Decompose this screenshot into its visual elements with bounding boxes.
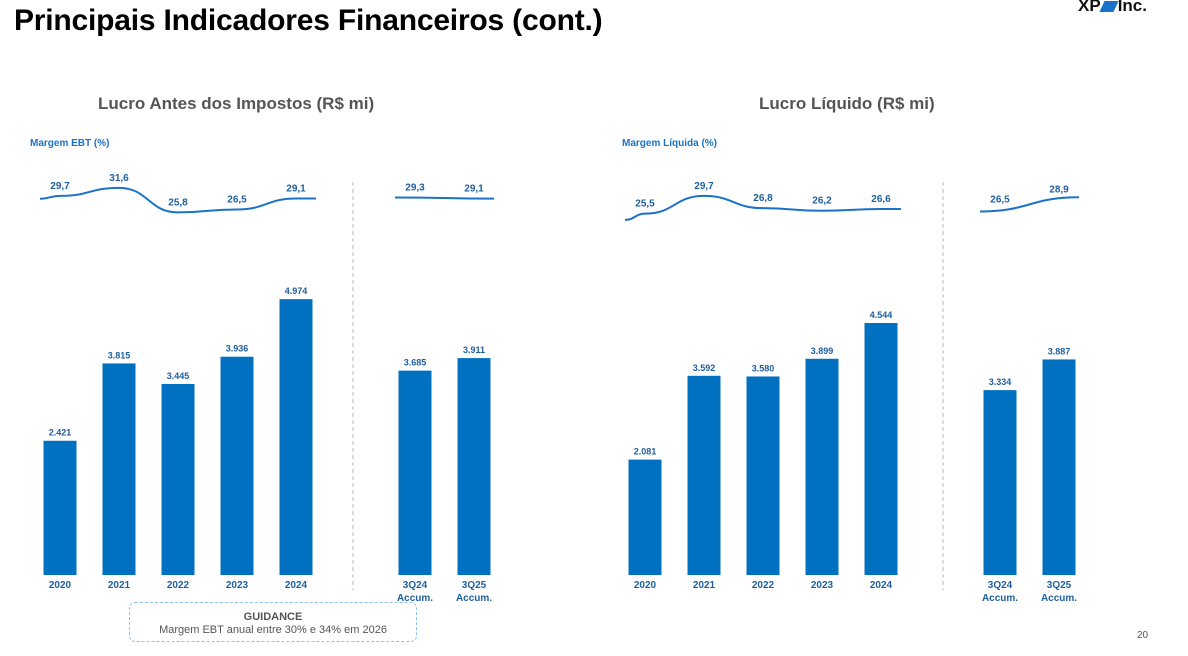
net-value-label-3q24-accum: 3.334 [989,377,1012,387]
net-bar-2024 [864,323,898,575]
ebt-margin-label-2023: 26,5 [227,194,247,205]
ebt-margin-label-3q24-accum: 29,3 [405,183,425,194]
ebt-margin-label-2021: 31,6 [109,173,129,184]
ebt-category-label-2024: 2024 [285,580,308,591]
net-category-label-2024: 2024 [870,580,893,591]
guidance-heading: GUIDANCE [243,611,303,623]
guidance-text: Margem EBT anual entre 30% e 34% em 2026 [159,624,387,636]
ebt-value-label-2020: 2.421 [49,428,72,438]
ebt-margin-label-2022: 25,8 [168,197,188,208]
ebt-value-label-3q25-accum: 3.911 [463,345,485,355]
net-category-label-2021: 2021 [693,580,716,591]
ebt-margin-line-accum [394,196,495,200]
ebt-margin-label-2024: 29,1 [286,183,306,194]
net-value-label-2021: 3.592 [693,363,716,373]
net-value-label-2020: 2.081 [634,447,657,457]
net-value-label-3q25-accum: 3.887 [1048,346,1071,356]
net-bar-3q24-accum [983,390,1017,575]
net-margin-label-2023: 26,2 [812,196,832,207]
ebt-value-label-2021: 3.815 [108,350,131,360]
ebt-margin-label-2020: 29,7 [50,181,70,192]
ebt-bar-3q25-accum [457,358,491,575]
ebt-bar-2023 [220,356,254,575]
net-category-label-2022: 2022 [752,580,775,591]
net-value-label-2024: 4.544 [870,310,893,320]
ebt-category-label-2022: 2022 [167,580,190,591]
net-margin-line-accum [979,196,1080,213]
net-margin-line-annual [624,194,901,221]
net-category-label-2023: 2023 [811,580,834,591]
net-category-label-3q25-accum: 3Q25 Accum. [1041,580,1077,604]
net-value-label-2023: 3.899 [811,346,834,356]
net-category-label-3q24-accum: 3Q24 Accum. [982,580,1018,604]
page-title: Principais Indicadores Financeiros (cont… [14,4,603,37]
net-value-label-2022: 3.580 [752,363,775,373]
ebt-category-label-3q24-accum: 3Q24 Accum. [397,580,433,604]
margin-title-net: Margem Líquida (%) [622,138,718,149]
chart-title-net-income: Lucro Líquido (R$ mi) [759,94,935,113]
ebt-margin-label-3q25-accum: 29,1 [464,183,484,194]
net-bar-3q25-accum [1042,359,1076,575]
net-margin-label-2022: 26,8 [753,193,773,204]
ebt-value-label-2024: 4.974 [285,286,308,296]
ebt-value-label-2022: 3.445 [167,371,190,381]
ebt-category-label-2021: 2021 [108,580,131,591]
logo-text-right: Inc. [1117,0,1147,15]
margin-title-ebt: Margem EBT (%) [30,138,110,149]
ebt-bar-2020 [43,440,77,575]
ebt-bar-3q24-accum [398,370,432,575]
net-bar-2023 [805,358,839,575]
logo-text-left: XP [1078,0,1101,15]
ebt-category-label-3q25-accum: 3Q25 Accum. [456,580,492,604]
ebt-margin-line-annual [39,186,316,214]
net-margin-label-2020: 25,5 [635,199,655,210]
ebt-bar-2022 [161,383,195,575]
net-margin-label-3q25-accum: 28,9 [1049,184,1069,195]
page-number: 20 [1137,630,1149,641]
guidance-box: GUIDANCE Margem EBT anual entre 30% e 34… [129,602,417,642]
chart-title-ebt: Lucro Antes dos Impostos (R$ mi) [98,94,375,113]
net-bar-2022 [746,376,780,575]
ebt-category-label-2020: 2020 [49,580,72,591]
net-bar-2020 [628,459,662,575]
net-bar-2021 [687,375,721,575]
ebt-category-label-2023: 2023 [226,580,249,591]
xp-inc-logo: XP Inc. [1078,0,1147,16]
net-category-label-2020: 2020 [634,580,657,591]
net-margin-label-2021: 29,7 [694,181,714,192]
ebt-bar-2024 [279,299,313,575]
ebt-value-label-2023: 3.936 [226,344,249,354]
ebt-bar-2021 [102,363,136,575]
ebt-value-label-3q24-accum: 3.685 [404,358,427,368]
net-margin-label-3q24-accum: 26,5 [990,194,1010,205]
net-margin-label-2024: 26,6 [871,194,891,205]
